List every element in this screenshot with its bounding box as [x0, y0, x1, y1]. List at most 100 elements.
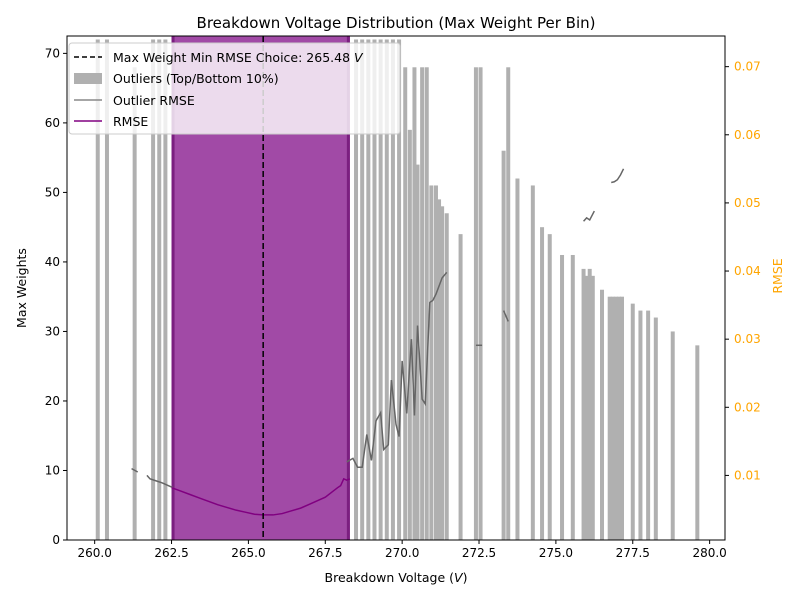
outlier-rmse-line — [146, 474, 174, 489]
right-tick-label: 0.03 — [734, 332, 761, 346]
outlier-bar — [547, 234, 552, 540]
x-tick-label: 277.5 — [616, 546, 650, 560]
rmse-line — [171, 477, 351, 516]
outlier-bar — [378, 39, 383, 540]
outlier-bar — [104, 39, 109, 540]
outlier-bar — [412, 67, 417, 540]
outlier-bar — [584, 275, 589, 540]
outlier-bar — [540, 227, 545, 540]
outlier-bar — [151, 39, 156, 540]
x-axis-label: Breakdown Voltage (V) — [325, 570, 468, 585]
right-tick-label: 0.01 — [734, 468, 761, 482]
outlier-bar — [407, 129, 412, 541]
outlier-bar — [157, 39, 162, 540]
x-axis-label-unit: V — [454, 570, 464, 585]
legend-choice-unit: V — [354, 50, 364, 65]
legend-box — [68, 42, 401, 135]
right-tick-label: 0.06 — [734, 128, 761, 142]
y-tick-label: 60 — [45, 116, 60, 130]
outlier-bar — [695, 345, 700, 540]
y-tick-label: 0 — [52, 533, 60, 547]
outlier-bar — [354, 39, 359, 540]
outlier-bar — [616, 296, 621, 540]
outlier-bar — [613, 296, 618, 540]
chart-title: Breakdown Voltage Distribution (Max Weig… — [197, 14, 596, 32]
outlier-rmse-line — [131, 467, 139, 473]
outlier-bar — [429, 185, 434, 540]
outlier-bar — [397, 39, 402, 540]
x-axis-label-text: Breakdown Voltage ( — [325, 570, 454, 585]
outlier-rmse-line — [611, 168, 625, 184]
outlier-bar — [437, 199, 442, 540]
plot-frame — [66, 35, 726, 541]
outlier-bar — [390, 39, 395, 540]
x-tick-label: 275.0 — [539, 546, 573, 560]
outlier-bar — [458, 234, 463, 540]
outlier-bar — [530, 185, 535, 540]
outlier-bar — [587, 268, 592, 540]
y-tick-label: 30 — [45, 324, 60, 338]
outlier-bar — [610, 296, 615, 540]
right-axis-label: RMSE — [770, 258, 785, 293]
y-tick-label: 10 — [45, 463, 60, 477]
x-axis-label-close: ) — [463, 570, 468, 585]
y-tick-label: 50 — [45, 185, 60, 199]
outlier-bar — [163, 39, 168, 540]
outlier-bar — [132, 67, 137, 540]
outlier-bar — [600, 289, 605, 540]
outlier-bar — [478, 67, 483, 540]
right-tick-label: 0.07 — [734, 60, 761, 74]
right-tick-label: 0.05 — [734, 196, 761, 210]
x-tick-label: 270.0 — [385, 546, 419, 560]
outlier-bar — [366, 39, 371, 540]
outlier-bar — [515, 178, 520, 540]
outlier-bar — [619, 296, 624, 540]
legend-rmse-label: RMSE — [113, 114, 148, 129]
right-tick-label: 0.02 — [734, 400, 761, 414]
y-tick-label: 40 — [45, 255, 60, 269]
legend-outlier-rmse-label: Outlier RMSE — [113, 93, 195, 108]
outlier-rmse-line — [346, 271, 448, 468]
outlier-bar — [560, 254, 565, 540]
outlier-rmse-line — [583, 210, 595, 222]
legend-outliers-label: Outliers (Top/Bottom 10%) — [113, 71, 279, 86]
right-axis-ticks: 0.01 0.02 0.03 0.04 0.05 0.06 0.07 — [725, 60, 761, 482]
inner-bars-band-right-edge — [346, 36, 350, 540]
outlier-bar — [607, 296, 612, 540]
outlier-bar — [420, 67, 425, 540]
x-tick-label: 272.5 — [462, 546, 496, 560]
outlier-bar — [444, 213, 449, 540]
outlier-bar — [653, 317, 658, 540]
outlier-bar — [440, 206, 445, 540]
x-tick-label: 280.0 — [692, 546, 726, 560]
x-axis-ticks: 260.0 262.5 265.0 267.5 270.0 272.5 275.0 277.5… — [77, 540, 727, 560]
outlier-bar — [372, 39, 377, 540]
outlier-bar — [424, 67, 429, 540]
outlier-bar — [570, 254, 575, 540]
outlier-bar — [433, 185, 438, 540]
y-tick-label: 20 — [45, 394, 60, 408]
x-tick-label: 267.5 — [308, 546, 342, 560]
outlier-bar — [360, 39, 365, 540]
outlier-bar — [638, 310, 643, 540]
legend-outliers-swatch — [74, 73, 102, 84]
outlier-bar — [670, 331, 675, 540]
right-tick-label: 0.04 — [734, 264, 761, 278]
legend: Max Weight Min RMSE Choice: 265.48 V Out… — [68, 42, 401, 135]
outlier-bar — [95, 39, 100, 540]
outlier-bar — [501, 150, 506, 541]
outlier-rmse-line — [502, 310, 509, 322]
outlier-bar — [581, 268, 586, 540]
y-axis-label: Max Weights — [14, 248, 29, 328]
outlier-bar — [384, 39, 389, 540]
outlier-bar — [403, 67, 408, 540]
outlier-bar — [630, 303, 635, 540]
inner-bars-band-left-edge — [171, 36, 175, 540]
x-tick-label: 262.5 — [154, 546, 188, 560]
x-tick-label: 265.0 — [231, 546, 265, 560]
outlier-bar — [590, 275, 595, 540]
legend-choice-label: Max Weight Min RMSE Choice: 265.48 V — [113, 50, 364, 65]
outlier-bar — [415, 164, 420, 540]
